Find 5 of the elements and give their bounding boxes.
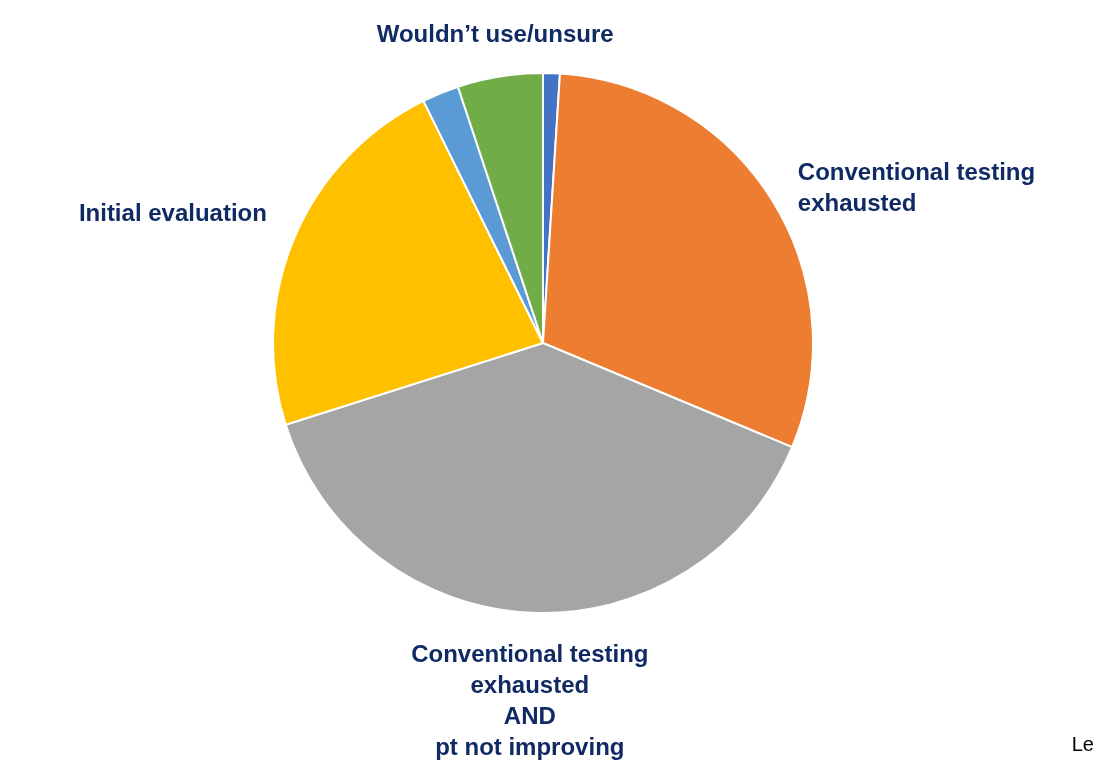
slice-label: Conventional testing exhausted: [797, 157, 1036, 216]
slice-label: Conventional testing exhausted AND pt not improving: [411, 639, 649, 760]
text: Le: [1071, 733, 1094, 755]
slice-label: Wouldn’t use/unsure: [376, 19, 614, 47]
slice-label: Initial evaluation: [78, 198, 267, 226]
